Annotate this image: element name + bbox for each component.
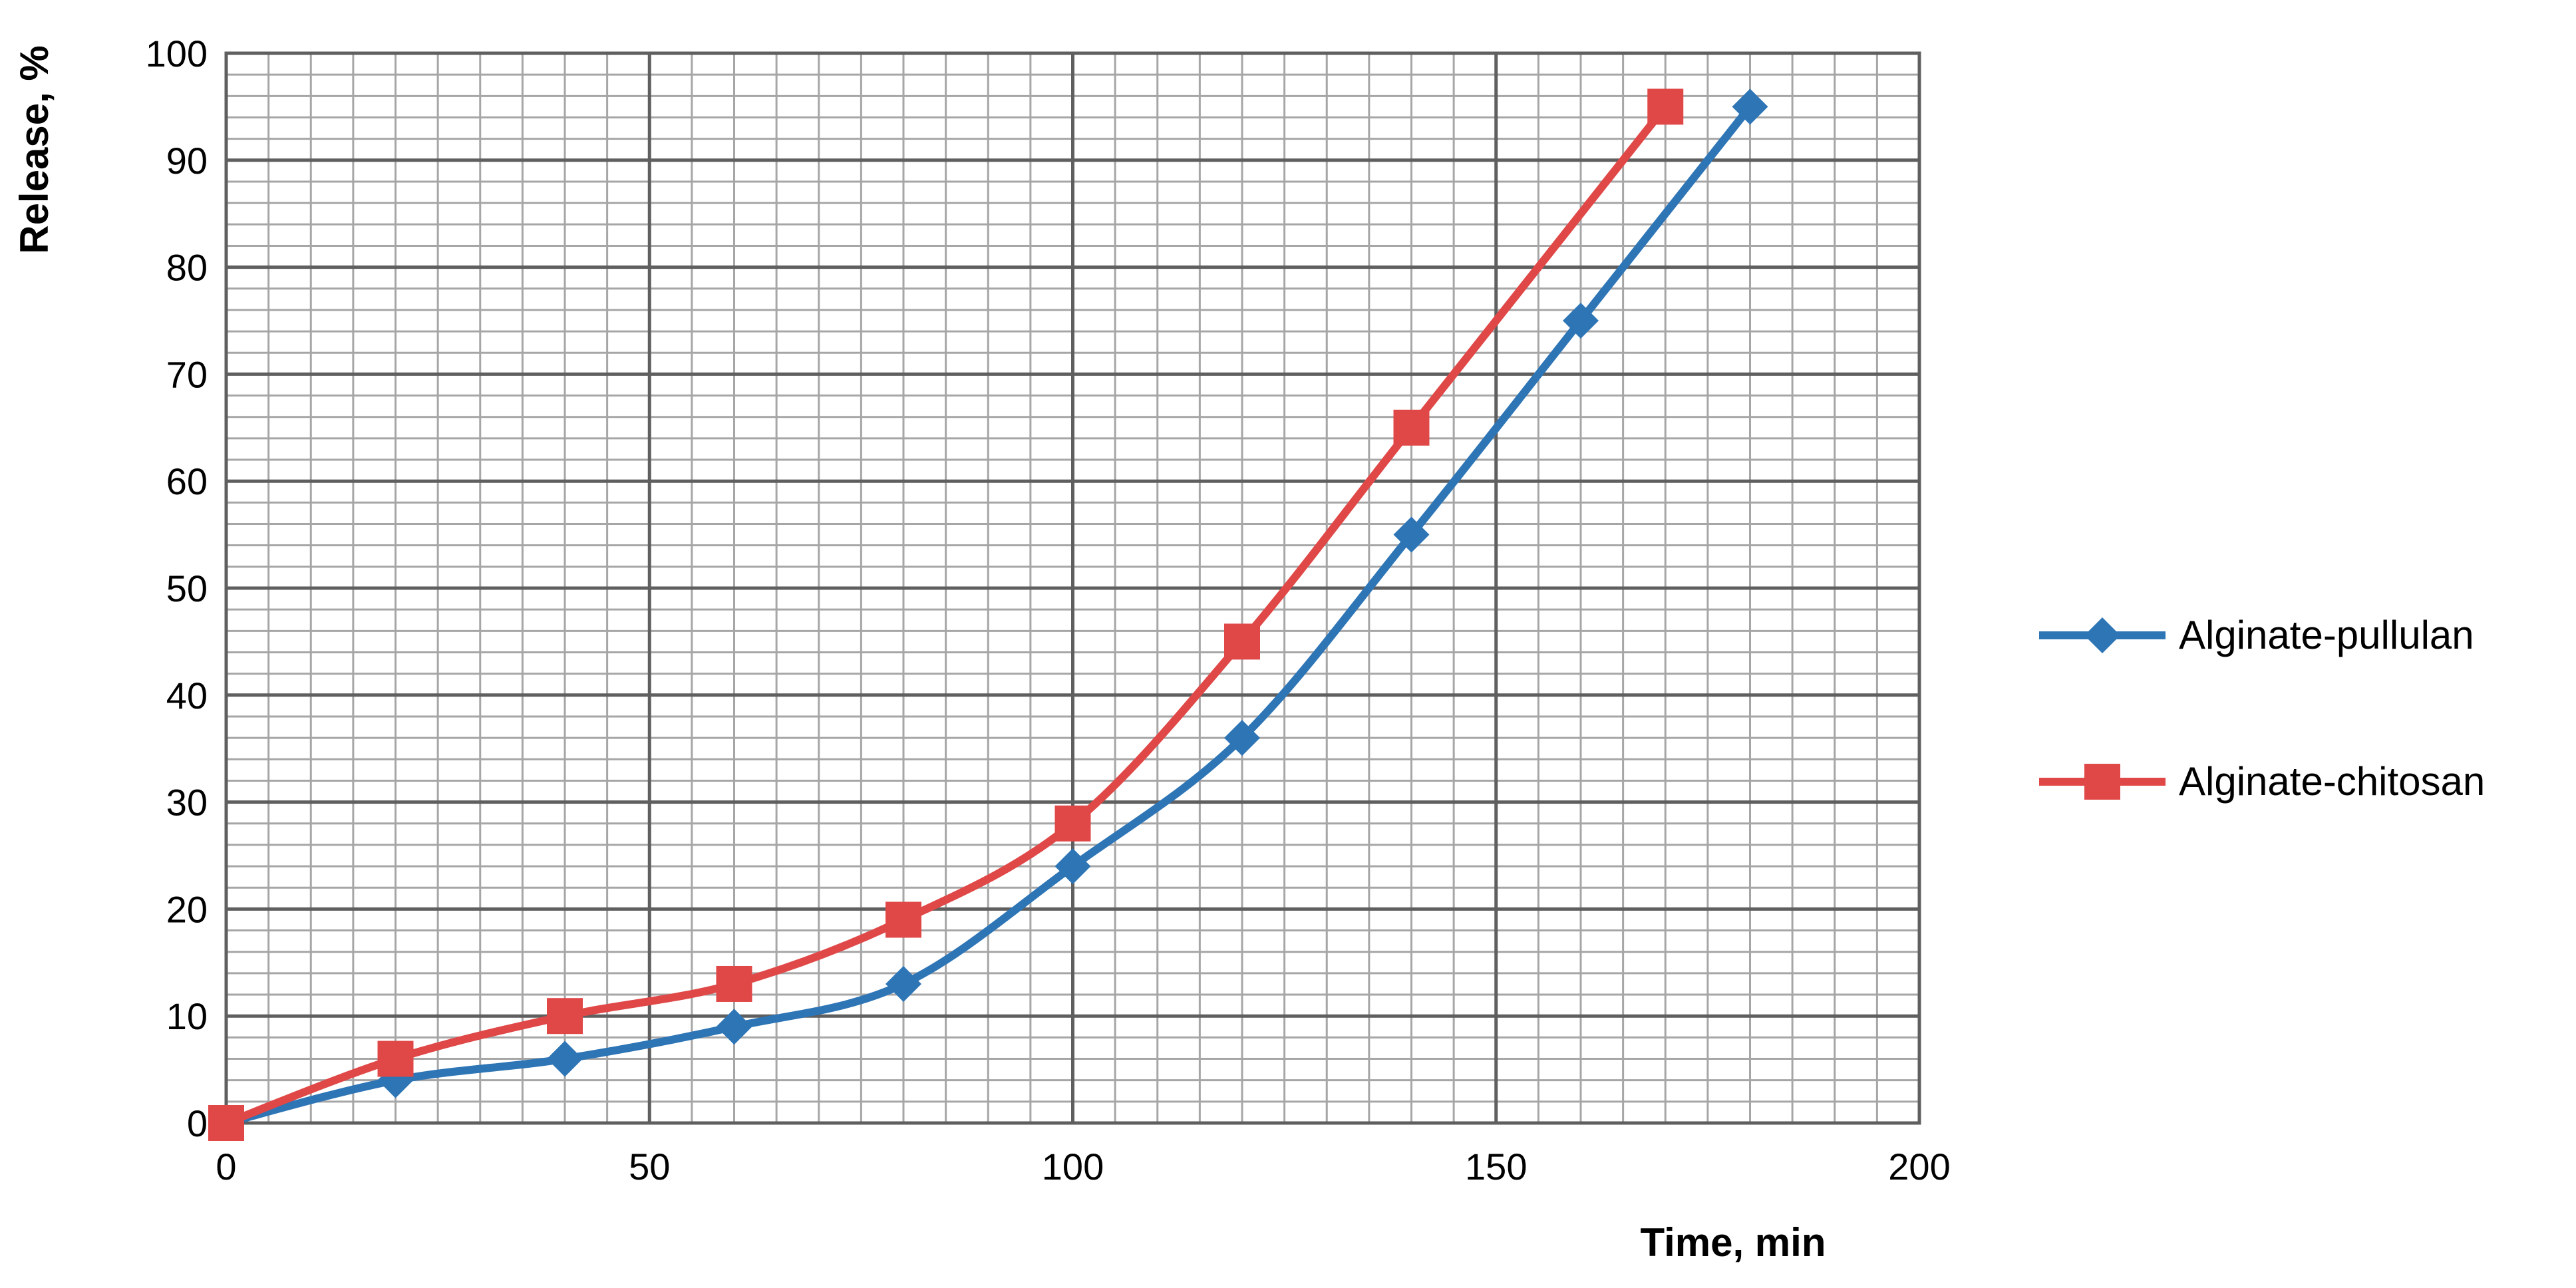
x-tick-label: 0 bbox=[216, 1146, 236, 1188]
y-tick-label: 100 bbox=[146, 33, 208, 75]
data-point bbox=[1224, 720, 1260, 756]
series-line bbox=[222, 102, 1754, 1127]
data-point bbox=[716, 965, 752, 1002]
y-tick-label: 20 bbox=[166, 888, 208, 930]
y-axis-title: Release, % bbox=[12, 45, 57, 254]
legend-marker bbox=[2084, 617, 2120, 653]
data-point bbox=[1054, 805, 1091, 842]
data-point bbox=[716, 1009, 752, 1045]
y-tick-label: 40 bbox=[166, 675, 208, 717]
data-point bbox=[1054, 848, 1091, 885]
y-tick-label: 0 bbox=[187, 1102, 208, 1144]
x-tick-label: 50 bbox=[629, 1146, 670, 1188]
data-point bbox=[547, 998, 583, 1035]
data-point bbox=[886, 901, 921, 938]
legend: Alginate-pullulan Alginate-chitosan bbox=[2039, 613, 2485, 804]
axes bbox=[224, 51, 1921, 1125]
y-tick-label: 80 bbox=[166, 247, 208, 289]
y-tick-label: 50 bbox=[166, 567, 208, 609]
plot-border bbox=[224, 51, 1921, 1125]
x-tick-label: 200 bbox=[1888, 1146, 1950, 1188]
data-point bbox=[1224, 623, 1260, 660]
data-point bbox=[886, 965, 921, 1002]
x-tick-label: 150 bbox=[1465, 1146, 1527, 1188]
data-point bbox=[547, 1041, 583, 1077]
series-layer bbox=[208, 88, 1768, 1141]
legend-marker bbox=[2084, 764, 2120, 800]
x-tick-label: 100 bbox=[1042, 1146, 1104, 1188]
legend-label: Alginate-chitosan bbox=[2179, 759, 2485, 804]
data-point bbox=[1393, 516, 1430, 553]
data-point bbox=[1563, 303, 1599, 339]
series-1 bbox=[208, 88, 1684, 1141]
data-point bbox=[1732, 88, 1768, 125]
data-point bbox=[1647, 88, 1684, 125]
data-point bbox=[377, 1041, 414, 1077]
y-tick-label: 30 bbox=[166, 782, 208, 824]
x-tick-labels: 0 50 100 150 200 bbox=[216, 1146, 1950, 1188]
y-tick-label: 60 bbox=[166, 460, 208, 502]
y-tick-label: 10 bbox=[166, 995, 208, 1037]
legend-entry: Alginate-pullulan bbox=[2039, 613, 2474, 657]
y-tick-label: 70 bbox=[166, 353, 208, 395]
y-tick-label: 90 bbox=[166, 140, 208, 182]
data-point bbox=[1393, 409, 1430, 446]
data-point bbox=[208, 1105, 244, 1141]
legend-entry: Alginate-chitosan bbox=[2039, 759, 2485, 804]
y-tick-labels: 0 10 20 30 40 50 60 70 80 90 100 bbox=[146, 33, 208, 1144]
x-axis-title: Time, min bbox=[1641, 1220, 1826, 1265]
legend-label: Alginate-pullulan bbox=[2179, 613, 2474, 657]
